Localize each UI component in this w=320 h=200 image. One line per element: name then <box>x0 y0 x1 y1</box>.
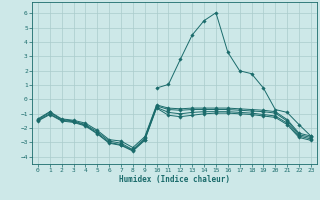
X-axis label: Humidex (Indice chaleur): Humidex (Indice chaleur) <box>119 175 230 184</box>
